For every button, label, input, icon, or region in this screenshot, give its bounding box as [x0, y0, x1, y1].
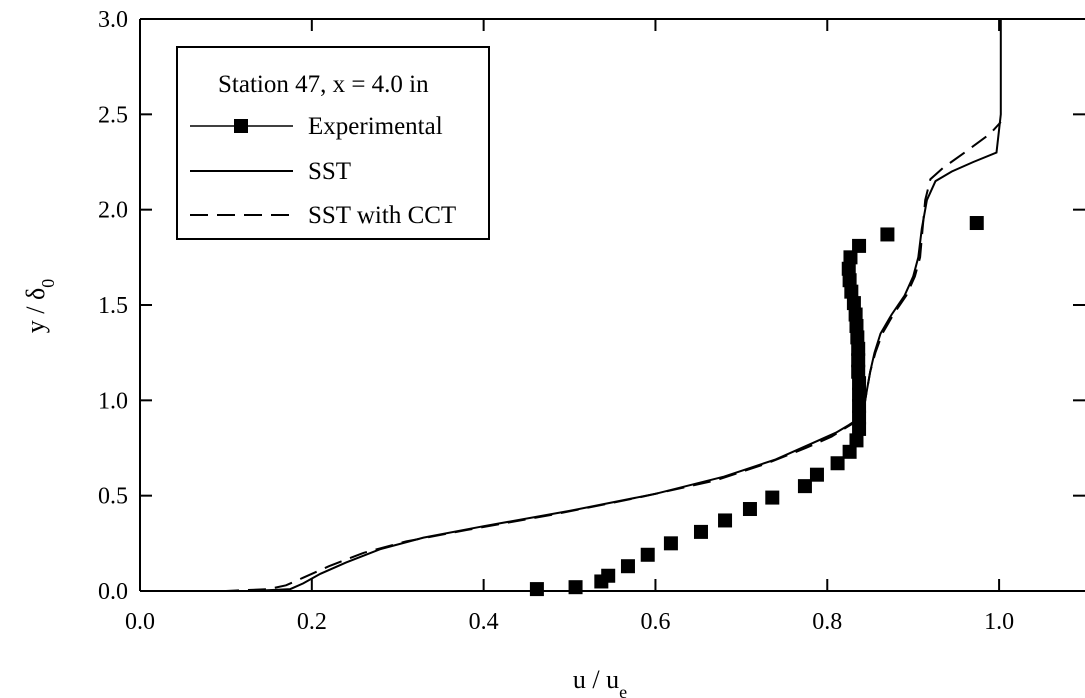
experimental-point [851, 353, 866, 368]
y-tick-label: 2.5 [98, 102, 128, 128]
experimental-point [851, 364, 866, 379]
experimental-point [620, 559, 635, 574]
y-tick-label: 2.0 [98, 198, 128, 224]
experimental-point [693, 524, 708, 539]
experimental-point [843, 250, 858, 265]
series-markers [529, 216, 984, 597]
y-tick-label: 1.0 [98, 388, 128, 414]
y-tick-label: 0.5 [98, 484, 128, 510]
experimental-point [765, 490, 780, 505]
experimental-point [797, 479, 812, 494]
experimental-point [846, 296, 861, 311]
experimental-point [848, 307, 863, 322]
experimental-point [852, 376, 867, 391]
experimental-point [880, 227, 895, 242]
experimental-point [529, 582, 544, 597]
legend: Station 47, x = 4.0 in Experimental SST … [176, 46, 490, 240]
legend-title: Station 47, x = 4.0 in [218, 71, 429, 98]
experimental-point [852, 387, 867, 402]
experimental-point [640, 547, 655, 562]
experimental-point [663, 536, 678, 551]
x-tick-label: 1.0 [984, 609, 1014, 635]
experimental-point [849, 433, 864, 448]
legend-experimental-marker [234, 119, 248, 133]
experimental-point [842, 273, 857, 288]
x-tick-label: 0.8 [812, 609, 842, 635]
experimental-point [844, 284, 859, 299]
experimental-point [852, 410, 867, 425]
legend-box [176, 46, 490, 240]
x-tick-label: 0.6 [640, 609, 670, 635]
legend-entry-sst: SST [308, 158, 351, 185]
experimental-point [852, 421, 867, 436]
experimental-point [568, 580, 583, 595]
x-tick-label: 0.2 [297, 609, 327, 635]
experimental-point [601, 568, 616, 583]
experimental-point [842, 444, 857, 459]
experimental-point [830, 456, 845, 471]
axis-ticks [139, 18, 1085, 592]
experimental-point [969, 216, 984, 231]
x-tick-label: 0.0 [125, 609, 155, 635]
experimental-point [849, 318, 864, 333]
legend-entry-experimental: Experimental [308, 113, 443, 140]
x-tick-label: 0.4 [469, 609, 499, 635]
experimental-point [742, 502, 757, 517]
experimental-point [841, 261, 856, 276]
experimental-point [718, 513, 733, 528]
y-tick-label: 0.0 [98, 579, 128, 605]
experimental-point [852, 238, 867, 253]
x-axis-title: u / ue [573, 665, 627, 698]
legend-entry-sst-cct: SST with CCT [308, 202, 456, 229]
y-tick-label: 3.0 [98, 7, 128, 33]
experimental-point [851, 341, 866, 356]
experimental-point [850, 330, 865, 345]
experimental-point [852, 399, 867, 414]
experimental-point [809, 467, 824, 482]
axis-tick-labels: 0.0 0.2 0.4 0.6 0.8 1.0 0.0 0.5 1.0 1.5 2.0 2.5 3.0 [98, 7, 1014, 635]
y-tick-label: 1.5 [98, 293, 128, 319]
y-axis-title: y / δ0 [21, 279, 58, 333]
